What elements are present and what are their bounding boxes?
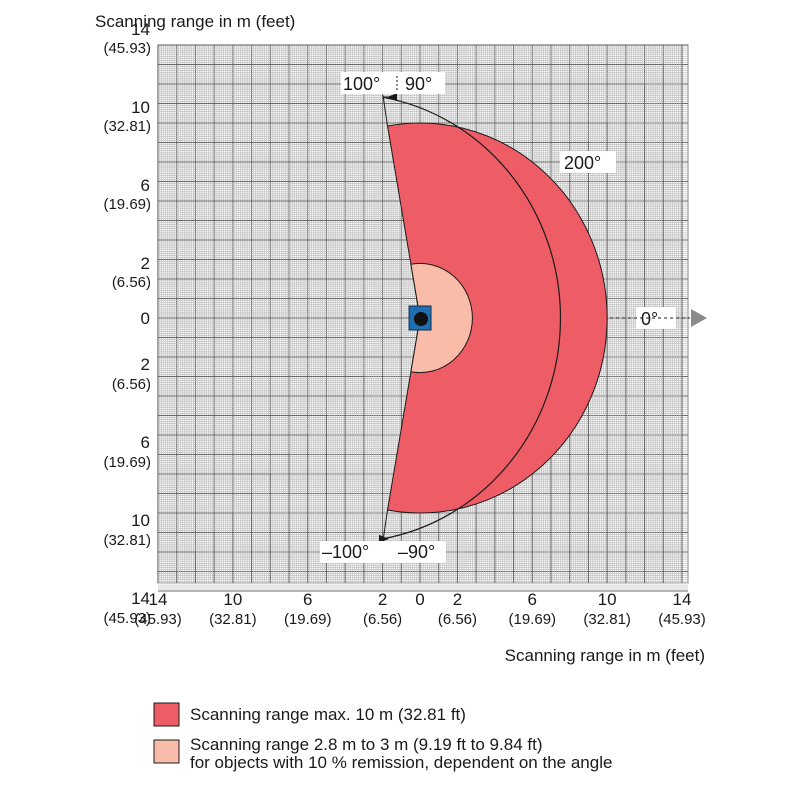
legend-label-reduced-note: for objects with 10 % remission, depende… (190, 753, 612, 772)
y-tick-label: 10 (131, 98, 150, 117)
legend: Scanning range max. 10 m (32.81 ft) Scan… (153, 702, 612, 772)
x-tick-label-feet: (32.81) (209, 611, 257, 628)
y-tick-label-feet: (19.69) (103, 196, 151, 213)
x-tick-label-feet: (19.69) (284, 611, 332, 628)
x-tick-label-feet: (6.56) (438, 611, 477, 628)
angle-label-90: 90° (405, 74, 432, 94)
x-tick-label: 10 (598, 590, 617, 609)
y-tick-label-feet: (32.81) (103, 118, 151, 135)
legend-swatch-max (153, 702, 180, 727)
x-tick-label: 6 (528, 590, 537, 609)
x-tick-label-feet: (6.56) (363, 611, 402, 628)
x-tick-label-feet: (45.93) (134, 611, 182, 628)
x-tick-label: 14 (149, 590, 168, 609)
y-tick-label-feet: (45.93) (103, 610, 151, 627)
y-tick-label: 0 (141, 309, 150, 328)
legend-label-max: Scanning range max. 10 m (32.81 ft) (190, 705, 466, 724)
sensor-icon (408, 305, 432, 331)
y-tick-label-feet: (6.56) (112, 274, 151, 291)
y-tick-label: 6 (141, 176, 150, 195)
y-tick-label: 10 (131, 511, 150, 530)
legend-swatch-reduced (153, 739, 180, 764)
y-axis-title: Scanning range in m (feet) (95, 12, 295, 31)
y-tick-label-feet: (32.81) (103, 532, 151, 549)
legend-label-reduced: Scanning range 2.8 m to 3 m (9.19 ft to … (190, 735, 542, 754)
x-tick-label-feet: (32.81) (583, 611, 631, 628)
y-tick-label: 2 (141, 254, 150, 273)
y-tick-label-feet: (19.69) (103, 454, 151, 471)
y-tick-label: 14 (131, 589, 150, 608)
reduced-range-area (410, 262, 473, 374)
angle-label-total: 200° (564, 153, 601, 173)
angle-label-minus-100: –100° (322, 542, 369, 562)
y-tick-label: 14 (131, 20, 150, 39)
angle-label-minus-90: –90° (398, 542, 435, 562)
y-axis-ticks: 14(45.93)10(32.81)6(19.69)2(6.56)02(6.56… (103, 20, 151, 627)
angle-label-100: 100° (343, 74, 380, 94)
x-tick-label: 14 (673, 590, 692, 609)
triangle-right-icon (691, 309, 707, 327)
x-tick-label: 2 (453, 590, 462, 609)
max-range-area (386, 122, 608, 514)
x-tick-label: 10 (223, 590, 242, 609)
angle-label-zero: 0° (641, 309, 658, 329)
x-tick-label: 6 (303, 590, 312, 609)
x-tick-label: 2 (378, 590, 387, 609)
x-tick-label: 0 (415, 590, 424, 609)
x-tick-label-feet: (45.93) (658, 611, 706, 628)
y-tick-label: 6 (141, 433, 150, 452)
scan-angle-arrow (379, 93, 561, 543)
x-axis-ticks: 14 (45.93) 10 (32.81) 6 (19.69) 2 (6.56) 0 2 (6.56… (134, 590, 706, 628)
x-axis-title: Scanning range in m (feet) (505, 646, 705, 665)
y-tick-label-feet: (6.56) (112, 376, 151, 393)
y-tick-label-feet: (45.93) (103, 40, 151, 57)
x-tick-label-feet: (19.69) (509, 611, 557, 628)
y-tick-label: 2 (141, 355, 150, 374)
